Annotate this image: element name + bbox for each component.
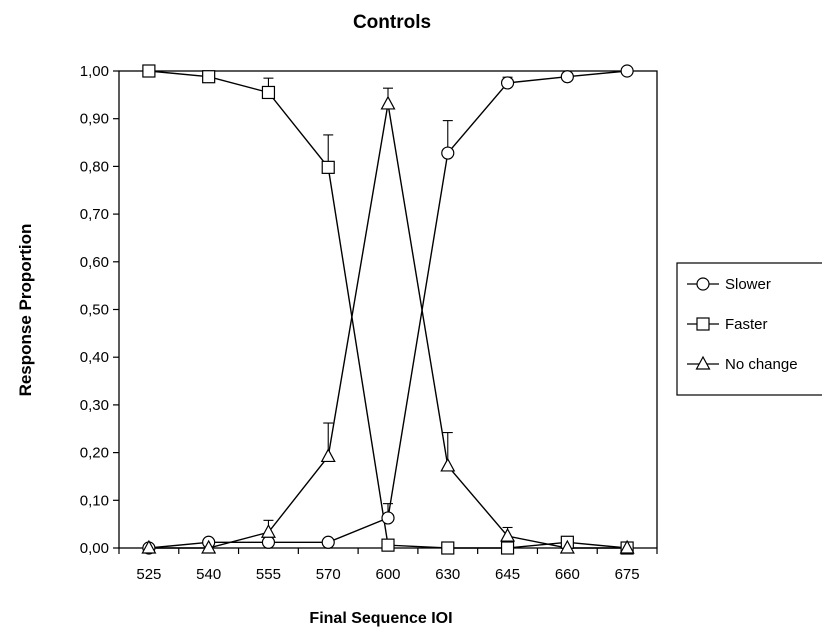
y-tick-label: 0,90: [80, 111, 109, 128]
data-point-square: [202, 70, 216, 84]
data-point-triangle: [141, 539, 157, 554]
data-point-square: [261, 85, 276, 100]
legend-marker-circle: [696, 277, 710, 291]
x-tick-label: 600: [375, 566, 400, 583]
data-point-circle: [381, 511, 395, 525]
series-line-triangle: [148, 103, 628, 549]
data-point-square: [381, 538, 395, 552]
data-point-circle: [560, 70, 574, 84]
x-tick-label: 660: [555, 566, 580, 583]
data-point-square: [441, 541, 455, 555]
data-point-triangle: [201, 539, 217, 554]
x-tick-label: 540: [196, 566, 221, 583]
y-tick-label: 1,00: [80, 63, 109, 80]
chart-title: Controls: [353, 12, 431, 33]
data-point-square: [500, 541, 515, 555]
legend-marker-square: [696, 317, 710, 331]
data-point-circle: [321, 535, 335, 549]
series-line-square: [148, 70, 628, 549]
legend-marker-triangle: [695, 355, 711, 370]
y-tick-label: 0,20: [80, 445, 109, 462]
x-tick-label: 525: [136, 566, 161, 583]
x-tick-label: 570: [316, 566, 341, 583]
x-tick-label: 555: [256, 566, 281, 583]
legend-label: No change: [725, 356, 798, 373]
data-point-triangle: [440, 457, 456, 472]
data-point-triangle: [320, 448, 336, 463]
plot-frame: [118, 70, 658, 549]
y-tick-label: 0,10: [80, 492, 109, 509]
legend: Slower Faster No change: [676, 262, 822, 396]
y-tick-label: 0,70: [80, 206, 109, 223]
y-tick-label: 0,00: [80, 540, 109, 557]
x-tick-label: 630: [435, 566, 460, 583]
y-tick-label: 0,80: [80, 158, 109, 175]
legend-label: Slower: [725, 276, 771, 293]
data-point-triangle: [260, 523, 276, 538]
y-tick-label: 0,30: [80, 397, 109, 414]
y-tick-label: 0,40: [80, 349, 109, 366]
data-point-triangle: [500, 527, 516, 542]
y-tick-label: 0,50: [80, 302, 109, 319]
series-line-circle: [148, 70, 628, 549]
data-point-circle: [441, 146, 455, 160]
x-tick-label: 645: [495, 566, 520, 583]
data-point-triangle: [559, 539, 575, 554]
data-point-square: [142, 64, 156, 78]
x-tick-label: 675: [615, 566, 640, 583]
x-axis-title: Final Sequence IOI: [309, 610, 452, 627]
y-axis-title: Response Proportion: [16, 224, 35, 397]
data-point-triangle: [380, 95, 396, 110]
y-tick-label: 0,60: [80, 254, 109, 271]
plot-area: 0,00 0,10 0,20 0,30 0,40 0,50 0,60 0,70 0,80 0,90…: [80, 63, 658, 583]
data-point-square: [321, 160, 335, 174]
data-point-circle: [261, 535, 276, 549]
data-point-circle: [620, 64, 634, 78]
data-point-triangle: [619, 539, 635, 554]
legend-label: Faster: [725, 316, 768, 333]
data-point-circle: [500, 76, 515, 90]
